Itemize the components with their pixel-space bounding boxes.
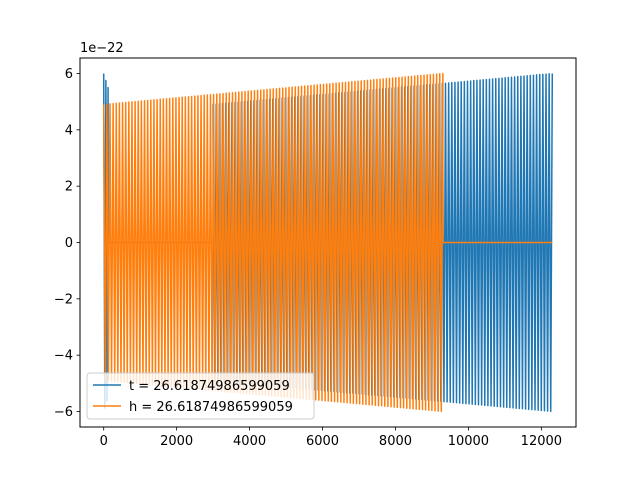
y-axis: −6 −4 −2 0 2 4 6	[54, 67, 80, 420]
x-tick-label: 6000	[306, 434, 339, 449]
y-tick-label: 4	[65, 123, 73, 138]
legend-label-1: t = 26.61874986599059	[129, 379, 290, 394]
y-tick-label: 2	[65, 180, 73, 195]
x-axis: 0 2000 4000 6000 8000 10000 12000	[100, 427, 562, 449]
y-tick-label: 0	[65, 236, 73, 251]
x-tick-label: 10000	[448, 434, 489, 449]
y-tick-label: 6	[65, 67, 73, 82]
x-tick-label: 8000	[379, 434, 412, 449]
legend-frame	[86, 372, 315, 420]
x-tick-label: 12000	[521, 434, 562, 449]
legend-label-2: h = 26.61874986599059	[129, 400, 293, 415]
legend: t = 26.61874986599059 h = 26.618749865990…	[86, 372, 315, 420]
x-tick-label: 0	[100, 434, 108, 449]
y-tick-label: −6	[54, 405, 73, 420]
y-offset-text: 1e−22	[80, 41, 124, 56]
y-tick-label: −2	[54, 292, 73, 307]
x-tick-label: 2000	[160, 434, 193, 449]
y-tick-label: −4	[54, 349, 73, 364]
x-tick-label: 4000	[233, 434, 266, 449]
